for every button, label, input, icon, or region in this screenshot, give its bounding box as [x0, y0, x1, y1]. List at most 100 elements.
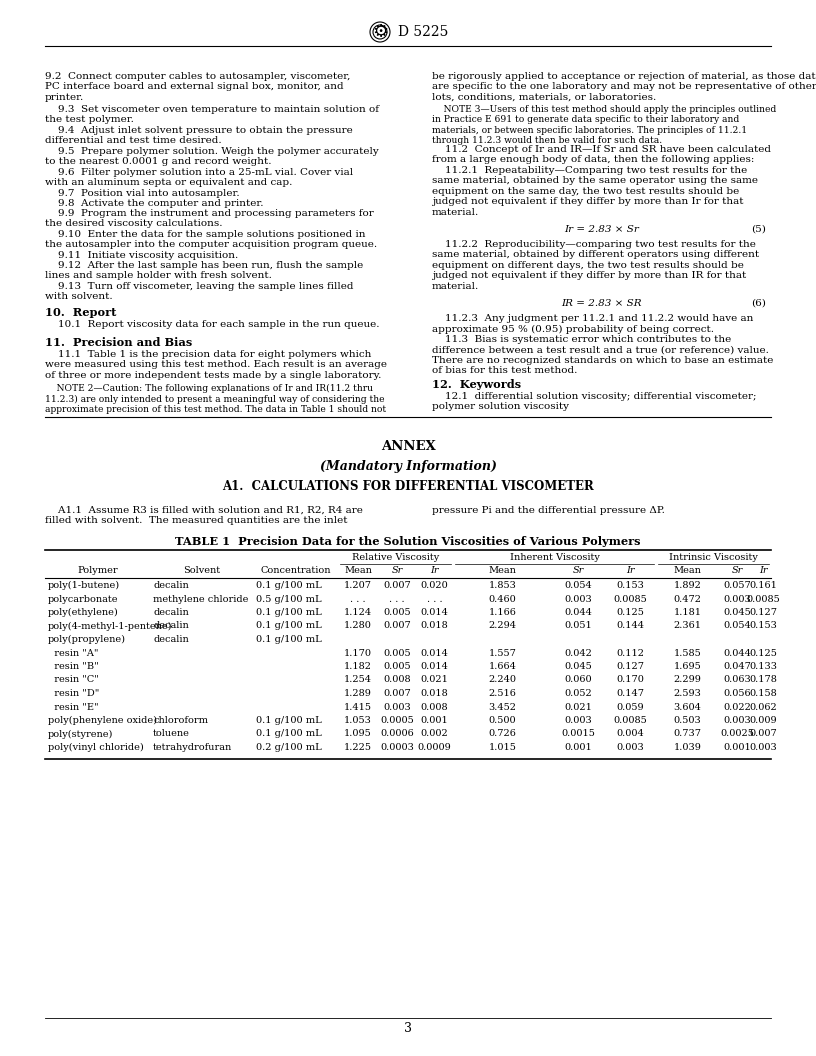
Text: 0.500: 0.500	[489, 716, 517, 725]
Text: 1.181: 1.181	[673, 608, 702, 617]
Text: 0.003: 0.003	[384, 702, 411, 712]
Text: 0.158: 0.158	[750, 689, 778, 698]
Text: 11.3  Bias is systematic error which contributes to the
difference between a tes: 11.3 Bias is systematic error which cont…	[432, 335, 774, 375]
Text: poly(phenylene oxide): poly(phenylene oxide)	[48, 716, 157, 725]
Text: 0.042: 0.042	[565, 648, 592, 658]
Text: 0.060: 0.060	[565, 676, 592, 684]
Text: 1.182: 1.182	[344, 662, 372, 671]
Text: Inherent Viscosity: Inherent Viscosity	[509, 553, 600, 562]
Text: decalin: decalin	[153, 635, 188, 644]
Text: 0.021: 0.021	[420, 676, 449, 684]
Text: 2.593: 2.593	[673, 689, 702, 698]
Text: 0.0085: 0.0085	[614, 595, 647, 603]
Text: A1.  CALCULATIONS FOR DIFFERENTIAL VISCOMETER: A1. CALCULATIONS FOR DIFFERENTIAL VISCOM…	[222, 480, 594, 493]
Text: Ir = 2.83 × Sr: Ir = 2.83 × Sr	[564, 225, 639, 234]
Text: 1.124: 1.124	[344, 608, 372, 617]
Text: Concentration: Concentration	[260, 566, 330, 576]
Text: polycarbonate: polycarbonate	[48, 595, 118, 603]
Text: Mean: Mean	[673, 566, 702, 576]
Text: resin "C": resin "C"	[48, 676, 99, 684]
Text: 0.170: 0.170	[617, 676, 645, 684]
Text: 0.044: 0.044	[724, 648, 752, 658]
Text: 3.452: 3.452	[489, 702, 517, 712]
Text: 11.2  Concept of Ir and IR—If Sr and SR have been calculated
from a large enough: 11.2 Concept of Ir and IR—If Sr and SR h…	[432, 145, 771, 165]
Text: 0.0085: 0.0085	[614, 716, 647, 725]
Text: 2.361: 2.361	[673, 622, 702, 630]
Text: 0.737: 0.737	[673, 730, 702, 738]
Text: 0.178: 0.178	[750, 676, 778, 684]
Text: 0.0025: 0.0025	[721, 730, 755, 738]
Text: poly(styrene): poly(styrene)	[48, 730, 113, 738]
Text: Ir: Ir	[759, 566, 768, 576]
Text: 9.11  Initiate viscosity acquisition.: 9.11 Initiate viscosity acquisition.	[45, 251, 238, 260]
Text: 0.460: 0.460	[489, 595, 517, 603]
Text: 0.472: 0.472	[673, 595, 702, 603]
Text: 0.045: 0.045	[724, 608, 752, 617]
Text: 1.015: 1.015	[489, 743, 517, 752]
Text: 0.018: 0.018	[420, 689, 448, 698]
Text: 0.003: 0.003	[750, 743, 778, 752]
Text: D 5225: D 5225	[398, 25, 448, 39]
Text: 0.0006: 0.0006	[380, 730, 414, 738]
Text: 12.1  differential solution viscosity; differential viscometer;
polymer solution: 12.1 differential solution viscosity; di…	[432, 392, 756, 412]
Text: 1.557: 1.557	[489, 648, 517, 658]
Text: 1.695: 1.695	[674, 662, 702, 671]
Text: ⚙: ⚙	[372, 23, 388, 41]
Text: 0.014: 0.014	[420, 662, 449, 671]
Text: 0.007: 0.007	[750, 730, 778, 738]
Text: 0.503: 0.503	[674, 716, 702, 725]
Text: 0.047: 0.047	[724, 662, 752, 671]
Text: 9.12  After the last sample has been run, flush the sample
lines and sample hold: 9.12 After the last sample has been run,…	[45, 261, 363, 281]
Text: 1.095: 1.095	[344, 730, 372, 738]
Text: 0.1 g/100 mL: 0.1 g/100 mL	[256, 730, 322, 738]
Text: 9.13  Turn off viscometer, leaving the sample lines filled
with solvent.: 9.13 Turn off viscometer, leaving the sa…	[45, 282, 353, 301]
Text: 1.170: 1.170	[344, 648, 372, 658]
Text: Ir: Ir	[626, 566, 635, 576]
Text: 0.003: 0.003	[617, 743, 645, 752]
Text: 0.001: 0.001	[565, 743, 592, 752]
Text: 9.8  Activate the computer and printer.: 9.8 Activate the computer and printer.	[45, 199, 264, 208]
Text: 1.289: 1.289	[344, 689, 372, 698]
Text: 9.3  Set viscometer oven temperature to maintain solution of
the test polymer.: 9.3 Set viscometer oven temperature to m…	[45, 105, 379, 125]
Text: 0.001: 0.001	[420, 716, 448, 725]
Text: methylene chloride: methylene chloride	[153, 595, 248, 603]
Text: 0.051: 0.051	[565, 622, 592, 630]
Text: 0.0015: 0.0015	[561, 730, 596, 738]
Text: 9.5  Prepare polymer solution. Weigh the polymer accurately
to the nearest 0.000: 9.5 Prepare polymer solution. Weigh the …	[45, 147, 379, 167]
Text: 1.053: 1.053	[344, 716, 372, 725]
Text: Intrinsic Viscosity: Intrinsic Viscosity	[669, 553, 758, 562]
Text: resin "B": resin "B"	[48, 662, 99, 671]
Text: NOTE 3—Users of this test method should apply the principles outlined
in Practic: NOTE 3—Users of this test method should …	[432, 105, 776, 146]
Text: (6): (6)	[751, 299, 766, 308]
Text: resin "A": resin "A"	[48, 648, 99, 658]
Text: Ir: Ir	[430, 566, 439, 576]
Text: toluene: toluene	[153, 730, 190, 738]
Text: 11.2.3  Any judgment per 11.2.1 and 11.2.2 would have an
approximate 95 % (0.95): 11.2.3 Any judgment per 11.2.1 and 11.2.…	[432, 314, 753, 334]
Text: ANNEX: ANNEX	[380, 440, 436, 453]
Text: 0.018: 0.018	[420, 622, 448, 630]
Text: 0.1 g/100 mL: 0.1 g/100 mL	[256, 622, 322, 630]
Text: poly(propylene): poly(propylene)	[48, 635, 126, 644]
Text: 1.280: 1.280	[344, 622, 372, 630]
Text: Sr: Sr	[732, 566, 743, 576]
Text: 0.057: 0.057	[724, 581, 752, 590]
Text: 0.127: 0.127	[617, 662, 645, 671]
Text: tetrahydrofuran: tetrahydrofuran	[153, 743, 233, 752]
Text: 0.726: 0.726	[489, 730, 517, 738]
Text: 1.415: 1.415	[344, 702, 372, 712]
Text: 1.225: 1.225	[344, 743, 372, 752]
Text: pressure Pi and the differential pressure ΔP.: pressure Pi and the differential pressur…	[432, 506, 665, 515]
Text: 9.10  Enter the data for the sample solutions positioned in
the autosampler into: 9.10 Enter the data for the sample solut…	[45, 230, 377, 249]
Text: 1.585: 1.585	[674, 648, 702, 658]
Text: 0.007: 0.007	[384, 622, 411, 630]
Text: 0.007: 0.007	[384, 581, 411, 590]
Text: 11.2.1  Repeatability—Comparing two test results for the
same material, obtained: 11.2.1 Repeatability—Comparing two test …	[432, 166, 758, 216]
Text: 0.045: 0.045	[565, 662, 592, 671]
Text: poly(4-methyl-1-pentene): poly(4-methyl-1-pentene)	[48, 622, 172, 630]
Text: poly(1-butene): poly(1-butene)	[48, 581, 120, 590]
Text: 0.0009: 0.0009	[418, 743, 451, 752]
Text: A1.1  Assume R3 is filled with solution and R1, R2, R4 are
filled with solvent. : A1.1 Assume R3 is filled with solution a…	[45, 506, 363, 526]
Text: 0.008: 0.008	[384, 676, 410, 684]
Text: 0.5 g/100 mL: 0.5 g/100 mL	[256, 595, 322, 603]
Text: 2.294: 2.294	[489, 622, 517, 630]
